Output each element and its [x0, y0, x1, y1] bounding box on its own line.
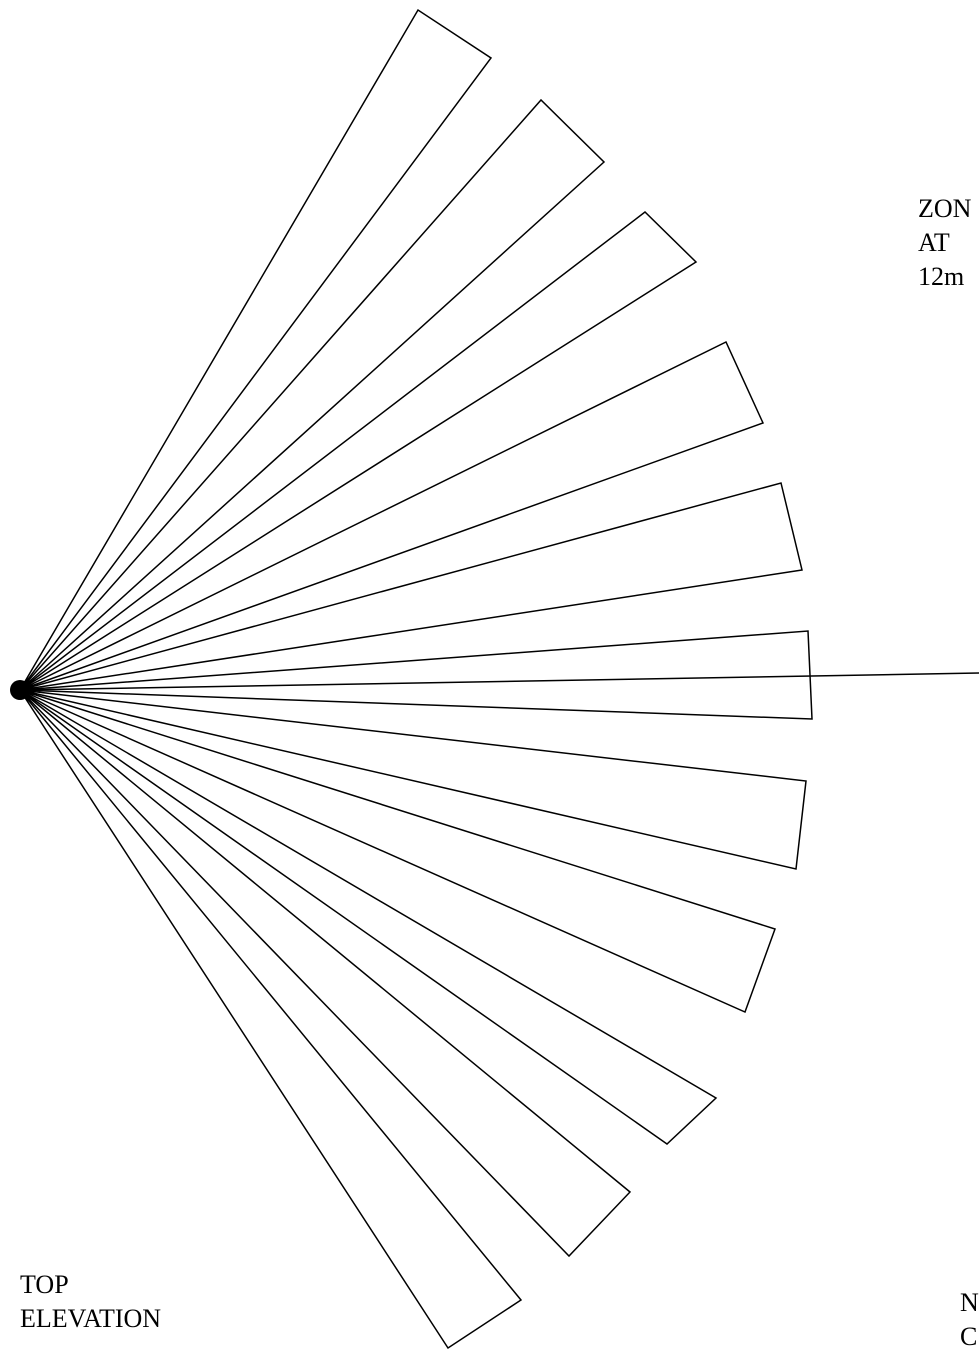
detection-zone-3	[19, 211, 698, 691]
detection-zone-8	[19, 689, 776, 1014]
view-name-label: TOP ELEVATION	[20, 1268, 161, 1336]
detection-zone-6	[19, 630, 813, 720]
view-name-line-2: ELEVATION	[20, 1304, 162, 1333]
detection-zone-4	[19, 340, 765, 691]
detection-zone-10	[19, 689, 632, 1258]
zone-label-line-2: AT	[918, 228, 950, 257]
detection-zone-11	[19, 689, 523, 1350]
zone-label-line-1: ZON	[918, 194, 972, 223]
detection-zone-5	[19, 482, 803, 691]
detection-zone-2	[19, 98, 606, 691]
zone-label: ZON AT 12m	[918, 192, 971, 294]
corner-note-line-2: C	[960, 1322, 978, 1351]
detection-zone-1	[19, 8, 493, 691]
detection-zones	[19, 8, 813, 1350]
corner-note-label: N C	[960, 1286, 979, 1354]
zone-label-line-3: 12m	[918, 262, 965, 291]
view-name-line-1: TOP	[20, 1270, 69, 1299]
center-axis-line	[19, 672, 979, 691]
detection-zone-9	[19, 689, 718, 1145]
corner-note-line-1: N	[960, 1288, 979, 1317]
detection-zone-7	[19, 689, 807, 870]
sensor-apex	[10, 680, 30, 700]
